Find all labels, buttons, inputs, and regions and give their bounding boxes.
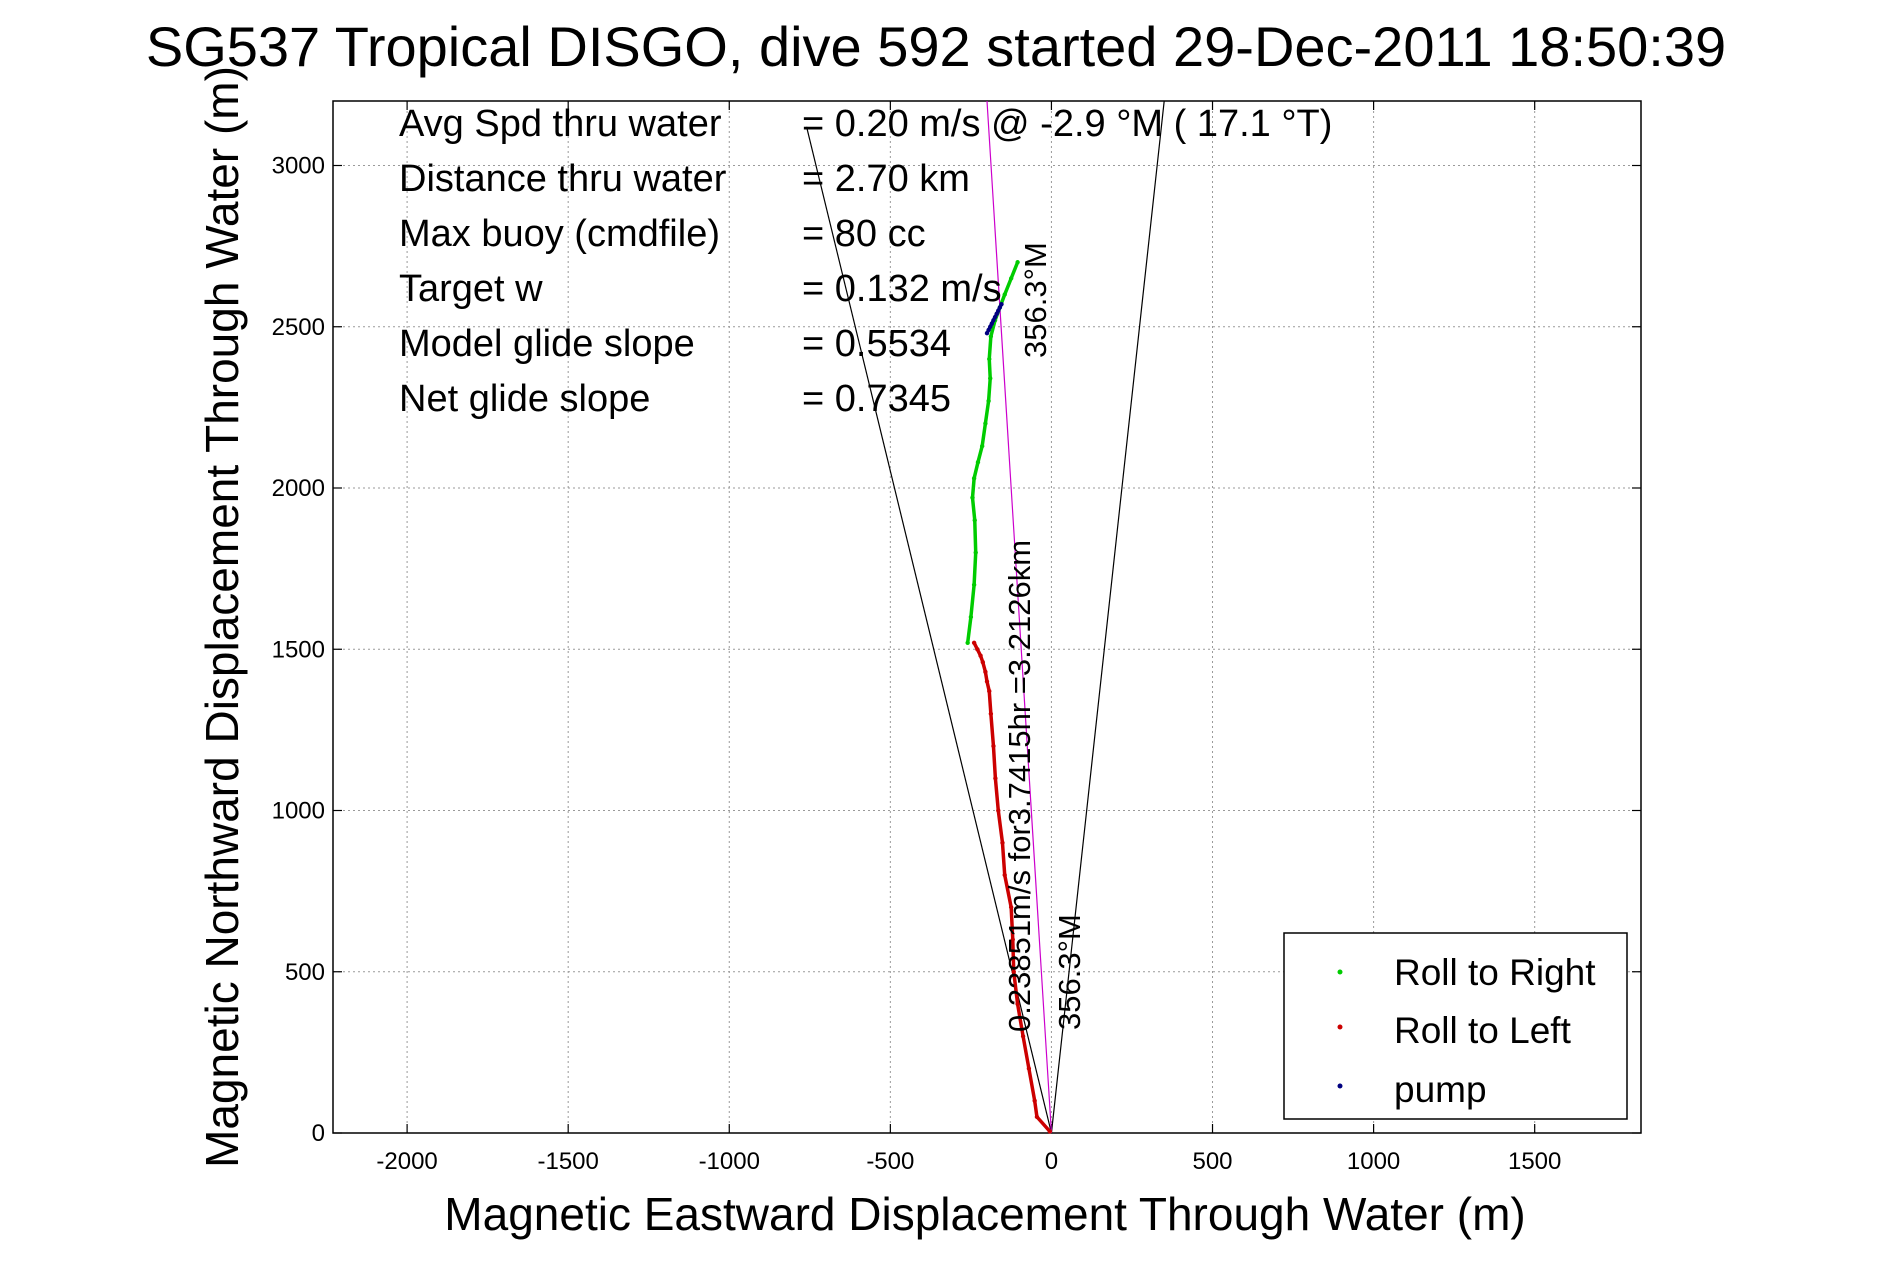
stat-value: = 80 cc [802, 213, 926, 255]
point-roll-to-left [1008, 905, 1014, 910]
point-roll-to-right [975, 460, 981, 465]
series-layer [965, 260, 1053, 1134]
point-roll-to-left [996, 808, 1001, 813]
point-roll-to-left [988, 711, 994, 716]
point-roll-to-right [973, 550, 978, 555]
x-tick-label: -1500 [537, 1148, 598, 1175]
point-roll-to-left [1026, 1066, 1032, 1071]
annotation-heading-lower: 356.3°M [1052, 914, 1087, 1030]
x-tick-label: 1500 [1508, 1148, 1561, 1175]
annotation-speed-distance: 0.23851m/s for3.7415hr =3.2126km [1002, 540, 1037, 1032]
x-axis: -2000 -1500 -1000 -500 0 500 1000 1500 [376, 101, 1561, 1175]
point-roll-to-right [971, 582, 977, 587]
point-roll-to-left [1020, 1034, 1026, 1039]
series-line-roll-to-left [972, 642, 1052, 1133]
point-roll-to-left [991, 743, 996, 749]
point-roll-to-right [988, 334, 994, 339]
stat-value: = 2.70 km [802, 158, 970, 200]
x-tick-label: 500 [1192, 1148, 1232, 1175]
y-tick-label: 3000 [272, 153, 325, 180]
point-roll-to-left [1000, 840, 1005, 845]
point-roll-to-left [978, 653, 983, 658]
point-roll-to-left [975, 647, 980, 652]
stat-value: = 0.132 m/s [802, 268, 1002, 310]
stat-value: = 0.7345 [802, 378, 951, 420]
stat-label: Avg Spd thru water [399, 103, 722, 145]
legend-label-roll-left: Roll to Left [1394, 1010, 1572, 1051]
x-tick-label: 1000 [1347, 1148, 1400, 1175]
y-axis: 0 500 1000 1500 2000 2500 3000 [272, 153, 1641, 1147]
stat-label: Max buoy (cmdfile) [399, 213, 720, 255]
x-tick-label: -2000 [376, 1148, 437, 1175]
stat-label: Target w [399, 268, 543, 310]
point-roll-to-left [971, 640, 977, 645]
point-roll-to-left [987, 688, 992, 694]
y-tick-label: 500 [285, 959, 325, 986]
point-roll-to-right [968, 614, 974, 620]
point-roll-to-left [1010, 937, 1015, 942]
y-tick-label: 2000 [272, 475, 325, 502]
stat-label: Net glide slope [399, 378, 650, 420]
point-roll-to-left [993, 776, 998, 781]
stat-value: = 0.20 m/s @ -2.9 °M ( 17.1 °T) [802, 103, 1332, 145]
x-tick-label: 0 [1045, 1148, 1058, 1175]
reference-line [986, 100, 1053, 1134]
stat-value: = 0.5534 [802, 323, 951, 365]
point-roll-to-left [984, 679, 990, 684]
y-axis-label: Magnetic Northward Displacement Through … [196, 66, 248, 1168]
legend-marker-roll-left [1337, 1024, 1343, 1030]
point-roll-to-left [1047, 1129, 1053, 1134]
stats-block: Avg Spd thru water = 0.20 m/s @ -2.9 °M (… [399, 103, 1332, 420]
y-tick-label: 2500 [272, 314, 325, 341]
point-pump [999, 301, 1004, 307]
point-roll-to-right [1002, 292, 1007, 297]
reference-lines [806, 100, 1165, 1134]
point-roll-to-right [965, 640, 970, 645]
legend-marker-pump [1337, 1083, 1343, 1089]
legend-label-roll-right: Roll to Right [1394, 952, 1596, 993]
y-tick-label: 1000 [272, 798, 325, 825]
point-roll-to-left [1032, 1098, 1037, 1103]
reference-line [1050, 100, 1165, 1134]
x-tick-label: -1000 [699, 1148, 760, 1175]
point-roll-to-right [971, 476, 977, 481]
point-roll-to-left [983, 669, 988, 675]
x-axis-label: Magnetic Eastward Displacement Through W… [444, 1188, 1525, 1240]
point-roll-to-right [983, 421, 988, 426]
point-roll-to-right [1008, 276, 1014, 281]
point-roll-to-right [970, 495, 975, 500]
point-roll-to-right [979, 443, 985, 449]
annotation-heading-upper: 356.3°M [1018, 242, 1053, 358]
y-tick-label: 1500 [272, 636, 325, 663]
reference-line [806, 126, 1053, 1134]
point-roll-to-left [980, 659, 986, 665]
x-tick-label: -500 [866, 1148, 914, 1175]
legend: Roll to Right Roll to Left pump [1283, 932, 1628, 1120]
point-roll-to-left [1034, 1114, 1040, 1120]
legend-label-pump: pump [1394, 1069, 1487, 1110]
point-roll-to-right [986, 398, 991, 404]
point-roll-to-left [1015, 1001, 1020, 1007]
point-roll-to-right [972, 518, 977, 523]
point-roll-to-right [987, 356, 992, 362]
chart-title: SG537 Tropical DISGO, dive 592 started 2… [146, 15, 1726, 78]
y-tick-label: 0 [312, 1120, 325, 1147]
stat-label: Model glide slope [399, 323, 695, 365]
point-roll-to-right [1015, 260, 1020, 265]
legend-marker-roll-right [1337, 969, 1343, 975]
point-roll-to-right [988, 376, 993, 381]
stat-label: Distance thru water [399, 158, 727, 200]
point-roll-to-left [1002, 872, 1007, 878]
point-roll-to-left [1011, 969, 1016, 974]
